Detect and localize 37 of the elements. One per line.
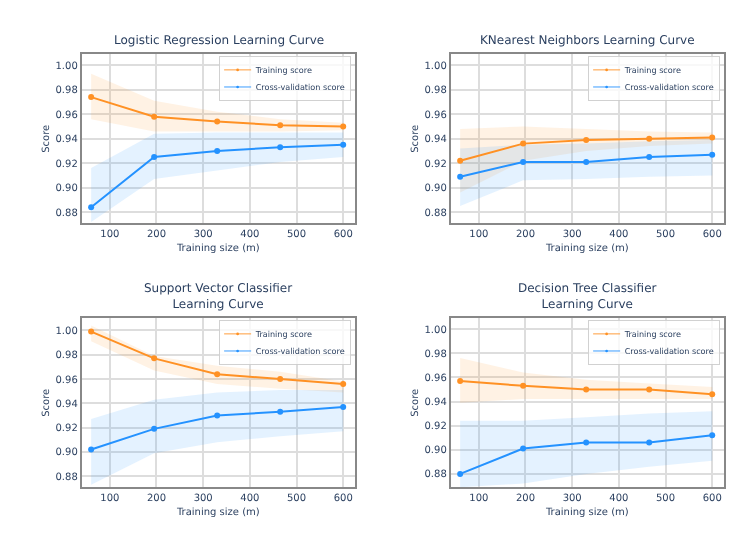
point	[340, 141, 347, 148]
point	[214, 371, 221, 378]
point	[709, 391, 716, 398]
point	[277, 408, 284, 415]
point	[340, 403, 347, 410]
point	[709, 134, 716, 141]
point	[583, 439, 590, 446]
point	[457, 470, 464, 477]
point	[214, 412, 221, 419]
point	[646, 439, 653, 446]
point	[646, 154, 653, 161]
point	[646, 386, 653, 393]
point	[520, 140, 527, 147]
point	[151, 425, 158, 432]
point	[88, 328, 95, 335]
point	[214, 147, 221, 154]
point	[646, 135, 653, 142]
point	[88, 446, 95, 453]
point	[277, 144, 284, 151]
point	[214, 118, 221, 125]
point	[709, 151, 716, 158]
point	[340, 123, 347, 130]
point	[709, 432, 716, 439]
point	[457, 157, 464, 164]
point	[277, 122, 284, 129]
point	[151, 113, 158, 120]
point	[457, 378, 464, 384]
point	[88, 204, 95, 211]
point	[151, 154, 158, 161]
point	[457, 173, 464, 180]
point	[151, 355, 158, 362]
point	[277, 376, 284, 383]
point	[88, 94, 95, 101]
point	[520, 382, 527, 389]
point	[340, 380, 347, 387]
point	[583, 386, 590, 393]
point	[520, 445, 527, 452]
